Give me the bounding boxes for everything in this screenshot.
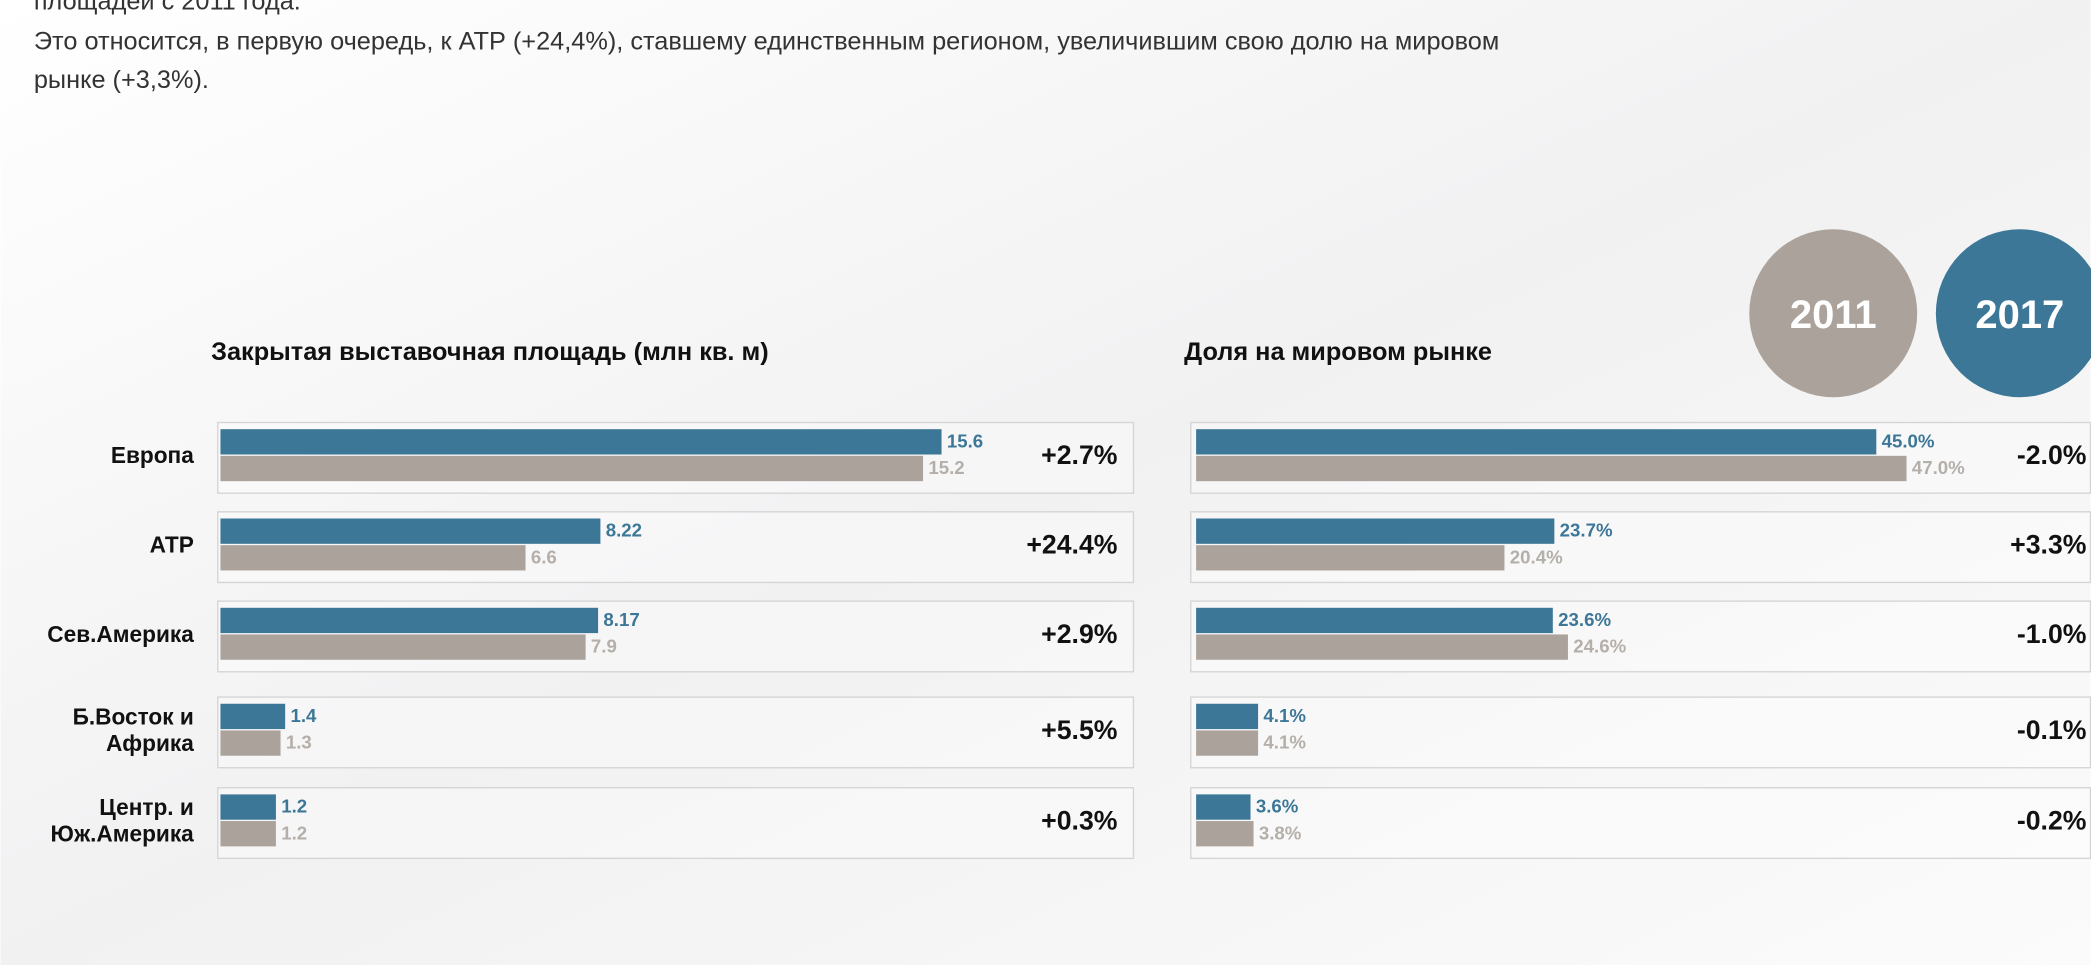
legend-marker (1749, 229, 1918, 398)
value-label: 15.2 (928, 457, 964, 478)
paragraph-line: Это относится, в первую очередь, к АТР (… (34, 27, 1499, 55)
bar (220, 429, 942, 455)
row-frame (217, 696, 1135, 769)
value-label: 24.6% (1573, 636, 1626, 657)
change-label: -1.0% (2017, 619, 2087, 649)
bar (1196, 703, 1259, 730)
legend-marker (1935, 229, 2091, 398)
chart-title: Закрытая выставочная площадь (млн кв. м) (211, 338, 769, 366)
value-label: 1.4 (290, 705, 317, 726)
row-frame (1190, 787, 2091, 860)
paragraph-line: площадей с 2011 года. (34, 0, 301, 15)
category-label: Европа (111, 442, 194, 468)
value-label: 8.17 (603, 609, 639, 630)
change-label: +3.3% (2010, 530, 2086, 560)
value-label: 4.1% (1263, 705, 1306, 726)
change-label: -0.1% (2017, 715, 2087, 745)
change-label: +2.9% (1041, 619, 1117, 649)
bar (1196, 429, 1877, 455)
value-label: 3.6% (1256, 796, 1299, 817)
value-label: 1.2 (281, 796, 307, 817)
bar (220, 607, 599, 634)
value-label: 23.7% (1560, 520, 1613, 541)
bar (220, 518, 601, 544)
row-frame (1190, 696, 2091, 769)
category-label: Сев.Америка (47, 621, 194, 647)
change-label: -2.0% (2017, 440, 2087, 470)
value-label: 47.0% (1912, 457, 1965, 478)
change-label: +5.5% (1041, 715, 1117, 745)
change-label: +2.7% (1041, 440, 1117, 470)
category-label: Центр. и Юж.Америка (50, 794, 194, 847)
bar (220, 794, 276, 820)
bar (220, 545, 526, 571)
bar (1196, 634, 1568, 660)
value-label: 23.6% (1558, 609, 1611, 630)
value-label: 45.0% (1882, 430, 1935, 451)
value-label: 6.6 (531, 546, 557, 567)
bar (220, 634, 586, 660)
bar (1196, 455, 1907, 482)
bar (220, 730, 281, 756)
category-label: Б.Восток и Африка (73, 703, 195, 756)
bar (1196, 607, 1553, 634)
row-frame (217, 787, 1135, 860)
change-label: +24.4% (1026, 530, 1117, 560)
value-label: 3.8% (1259, 822, 1302, 843)
bar (220, 455, 924, 482)
change-label: -0.2% (2017, 805, 2087, 835)
bar (1196, 518, 1555, 544)
legend-label: 2017 (1975, 293, 2064, 337)
bar (1196, 730, 1259, 756)
paragraph-line: рынке (+3,3%). (34, 66, 209, 94)
bar (1196, 821, 1254, 847)
value-label: 7.9 (591, 636, 617, 657)
chart-title: Доля на мировом рынке (1184, 338, 1492, 366)
bar (1196, 545, 1505, 571)
value-label: 8.22 (606, 520, 642, 541)
value-label: 15.6 (947, 430, 983, 451)
bar (220, 821, 276, 847)
value-label: 20.4% (1510, 546, 1563, 567)
value-label: 1.2 (281, 822, 307, 843)
change-label: +0.3% (1041, 805, 1117, 835)
value-label: 4.1% (1263, 732, 1306, 753)
legend-label: 2011 (1790, 293, 1877, 337)
bar (220, 703, 286, 730)
category-label: АТР (150, 531, 194, 557)
value-label: 1.3 (286, 732, 312, 753)
bar (1196, 794, 1251, 820)
